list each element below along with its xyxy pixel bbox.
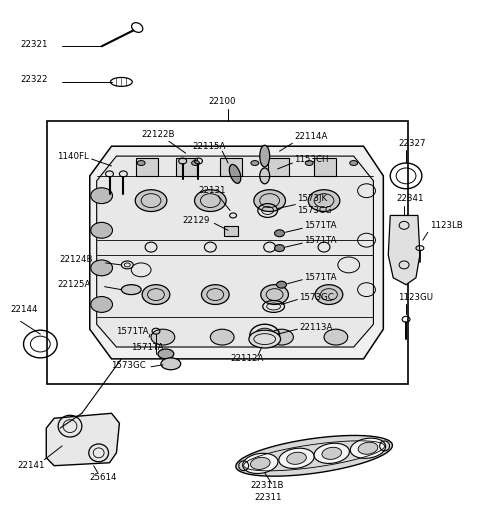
- Ellipse shape: [91, 297, 112, 312]
- Ellipse shape: [305, 161, 313, 166]
- Polygon shape: [46, 413, 120, 466]
- Ellipse shape: [324, 329, 348, 345]
- Ellipse shape: [135, 190, 167, 211]
- Bar: [136, 158, 158, 176]
- Polygon shape: [322, 447, 342, 459]
- Bar: [47, 122, 408, 384]
- Text: 22113A: 22113A: [300, 323, 333, 332]
- Polygon shape: [287, 452, 306, 464]
- Ellipse shape: [254, 190, 286, 211]
- Ellipse shape: [202, 285, 229, 305]
- Text: 22311B: 22311B: [250, 481, 283, 490]
- Ellipse shape: [91, 222, 112, 238]
- Bar: [224, 226, 238, 236]
- Text: 1573CG: 1573CG: [297, 206, 332, 215]
- Text: 22115A: 22115A: [192, 142, 226, 151]
- Text: 1573GC: 1573GC: [300, 293, 334, 302]
- Polygon shape: [279, 448, 314, 468]
- Text: 22124B: 22124B: [59, 255, 93, 265]
- Text: 1571TA: 1571TA: [304, 235, 337, 245]
- Text: 1571TA: 1571TA: [131, 343, 164, 351]
- Text: 22122B: 22122B: [141, 130, 175, 139]
- Ellipse shape: [91, 260, 112, 276]
- Ellipse shape: [91, 188, 112, 204]
- Bar: [220, 158, 242, 176]
- Polygon shape: [251, 458, 270, 469]
- Ellipse shape: [261, 285, 288, 305]
- Text: 22321: 22321: [21, 40, 48, 49]
- Polygon shape: [314, 443, 349, 463]
- Ellipse shape: [275, 230, 285, 236]
- Text: 22131: 22131: [199, 186, 226, 195]
- Polygon shape: [236, 436, 393, 476]
- Ellipse shape: [276, 281, 287, 288]
- Text: 1123GU: 1123GU: [398, 293, 433, 302]
- Text: 1153CH: 1153CH: [294, 154, 329, 164]
- Ellipse shape: [194, 190, 226, 211]
- Text: 25614: 25614: [90, 473, 117, 482]
- Ellipse shape: [270, 329, 293, 345]
- Ellipse shape: [251, 161, 259, 166]
- Ellipse shape: [121, 285, 141, 294]
- Bar: [176, 158, 197, 176]
- Ellipse shape: [142, 285, 170, 305]
- Text: 1571TA: 1571TA: [304, 273, 337, 282]
- Ellipse shape: [308, 190, 340, 211]
- Ellipse shape: [229, 165, 241, 183]
- Text: 1573GC: 1573GC: [111, 361, 146, 370]
- Text: 22112A: 22112A: [230, 354, 264, 363]
- Ellipse shape: [260, 168, 270, 184]
- Text: 22341: 22341: [396, 194, 424, 203]
- Text: 1571TA: 1571TA: [304, 221, 337, 230]
- Ellipse shape: [315, 285, 343, 305]
- Ellipse shape: [350, 161, 358, 166]
- Bar: [314, 158, 336, 176]
- Polygon shape: [96, 156, 373, 347]
- Text: 1573JK: 1573JK: [297, 194, 327, 203]
- Ellipse shape: [275, 245, 285, 251]
- Polygon shape: [350, 438, 385, 458]
- Text: 1571TA: 1571TA: [117, 327, 149, 336]
- Ellipse shape: [161, 358, 180, 370]
- Ellipse shape: [158, 349, 174, 359]
- Polygon shape: [90, 146, 384, 359]
- Text: 1123LB: 1123LB: [430, 221, 463, 230]
- Text: 22144: 22144: [11, 305, 38, 314]
- Ellipse shape: [192, 161, 200, 166]
- Text: 1140FL: 1140FL: [57, 152, 89, 161]
- Text: 22125A: 22125A: [57, 280, 91, 289]
- Text: 22129: 22129: [183, 216, 210, 225]
- Text: 22322: 22322: [21, 75, 48, 85]
- Polygon shape: [242, 453, 278, 473]
- Bar: [268, 158, 289, 176]
- Ellipse shape: [151, 329, 175, 345]
- Ellipse shape: [249, 330, 280, 348]
- Text: 22100: 22100: [208, 97, 236, 106]
- Ellipse shape: [210, 329, 234, 345]
- Text: 22141: 22141: [18, 461, 45, 470]
- Text: 22114A: 22114A: [294, 132, 328, 141]
- Text: 22327: 22327: [398, 139, 426, 148]
- Ellipse shape: [260, 145, 270, 167]
- Polygon shape: [388, 215, 420, 285]
- Text: 22311: 22311: [255, 493, 282, 502]
- Polygon shape: [358, 442, 378, 455]
- Ellipse shape: [137, 161, 145, 166]
